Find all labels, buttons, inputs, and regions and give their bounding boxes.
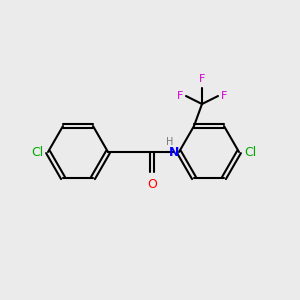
Text: F: F bbox=[177, 91, 183, 101]
Text: H: H bbox=[166, 137, 174, 147]
Text: Cl: Cl bbox=[31, 146, 43, 158]
Text: N: N bbox=[169, 146, 179, 158]
Text: F: F bbox=[221, 91, 227, 101]
Text: F: F bbox=[199, 74, 205, 84]
Text: O: O bbox=[147, 178, 157, 191]
Text: Cl: Cl bbox=[244, 146, 256, 158]
